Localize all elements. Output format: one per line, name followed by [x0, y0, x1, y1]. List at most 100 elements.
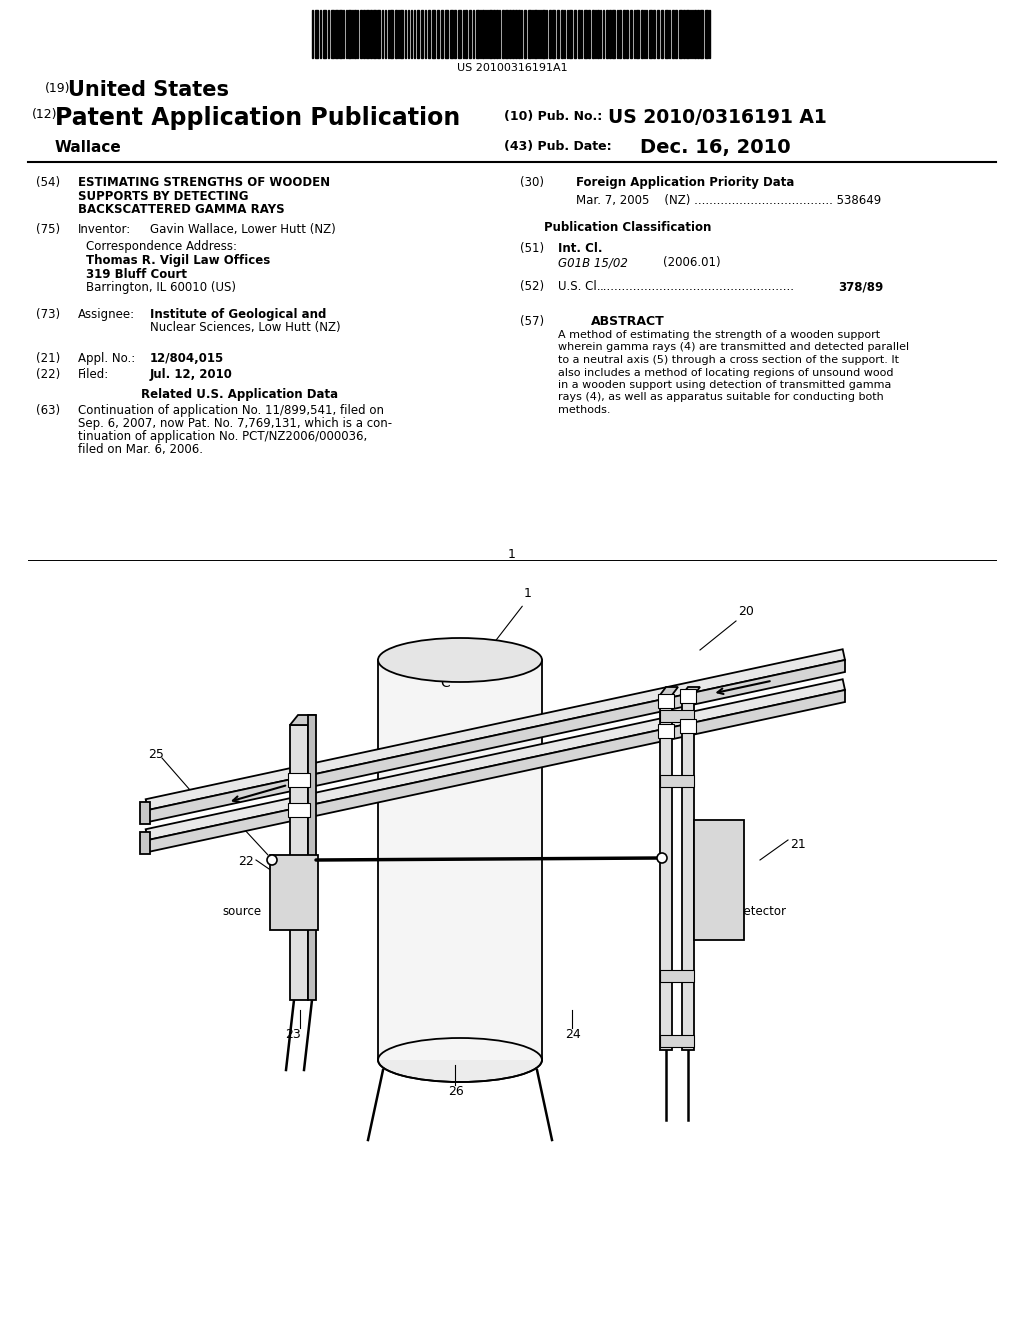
Text: also includes a method of locating regions of unsound wood: also includes a method of locating regio… — [558, 367, 894, 378]
Text: Mar. 7, 2005    (NZ) ..................................... 538649: Mar. 7, 2005 (NZ) ......................… — [575, 194, 882, 207]
Bar — [428, 11, 430, 58]
Bar — [288, 774, 310, 788]
Bar — [270, 855, 318, 931]
Bar — [366, 11, 369, 58]
Circle shape — [657, 853, 667, 863]
Text: 25: 25 — [148, 748, 164, 762]
Text: (57): (57) — [520, 315, 544, 327]
Text: Institute of Geological and: Institute of Geological and — [150, 308, 327, 321]
Text: Foreign Application Priority Data: Foreign Application Priority Data — [575, 176, 795, 189]
Text: (12): (12) — [32, 108, 57, 121]
Text: Barrington, IL 60010 (US): Barrington, IL 60010 (US) — [86, 281, 236, 294]
Text: 378/89: 378/89 — [838, 280, 884, 293]
Bar — [686, 11, 689, 58]
Bar — [493, 11, 495, 58]
Text: ....................................................: ........................................… — [600, 280, 795, 293]
Text: Wallace: Wallace — [55, 140, 122, 154]
Bar — [417, 11, 419, 58]
Bar — [290, 725, 308, 1001]
Bar — [662, 11, 663, 58]
Text: tinuation of application No. PCT/NZ2006/000036,: tinuation of application No. PCT/NZ2006/… — [78, 430, 368, 444]
Bar — [339, 11, 342, 58]
Bar — [561, 11, 563, 58]
Bar — [658, 694, 674, 708]
Bar — [597, 11, 599, 58]
Bar — [502, 11, 504, 58]
Text: Int. Cl.: Int. Cl. — [558, 242, 602, 255]
Text: United States: United States — [68, 81, 229, 100]
Bar — [400, 11, 403, 58]
Bar — [683, 11, 685, 58]
Bar — [700, 11, 703, 58]
Bar — [682, 696, 694, 1049]
Text: 1: 1 — [524, 587, 531, 601]
Bar — [694, 820, 744, 940]
Text: 24: 24 — [565, 1028, 581, 1041]
Text: (75): (75) — [36, 223, 60, 236]
Bar — [518, 11, 520, 58]
Text: 12/804,015: 12/804,015 — [150, 352, 224, 366]
Bar — [697, 11, 699, 58]
Polygon shape — [145, 680, 845, 840]
Bar — [421, 11, 423, 58]
Bar — [578, 11, 580, 58]
Bar — [445, 11, 449, 58]
Bar — [592, 11, 594, 58]
Bar — [649, 11, 652, 58]
Bar — [308, 715, 316, 1001]
Bar — [450, 11, 453, 58]
Text: Nuclear Sciences, Low Hutt (NZ): Nuclear Sciences, Low Hutt (NZ) — [150, 322, 341, 334]
Bar — [653, 11, 655, 58]
Bar — [370, 11, 372, 58]
Text: Correspondence Address:: Correspondence Address: — [86, 240, 237, 253]
Bar — [569, 11, 572, 58]
Text: Inventor:: Inventor: — [78, 223, 131, 236]
Text: in a wooden support using detection of transmitted gamma: in a wooden support using detection of t… — [558, 380, 891, 389]
Text: (2006.01): (2006.01) — [663, 256, 721, 269]
Text: Jul. 12, 2010: Jul. 12, 2010 — [150, 368, 232, 381]
Text: (63): (63) — [36, 404, 60, 417]
Text: Related U.S. Application Data: Related U.S. Application Data — [141, 388, 339, 401]
Bar — [660, 775, 694, 787]
Bar — [675, 11, 677, 58]
Bar — [552, 11, 555, 58]
Text: 26: 26 — [449, 1085, 464, 1098]
Circle shape — [267, 855, 278, 865]
Text: 1: 1 — [508, 548, 516, 561]
Bar — [476, 11, 479, 58]
Text: Filed:: Filed: — [78, 368, 110, 381]
Text: Dec. 16, 2010: Dec. 16, 2010 — [640, 139, 791, 157]
Bar — [705, 11, 708, 58]
Bar — [584, 11, 587, 58]
Polygon shape — [148, 660, 845, 822]
Bar — [672, 11, 674, 58]
Polygon shape — [682, 686, 700, 696]
Bar — [354, 11, 356, 58]
Text: (51): (51) — [520, 242, 544, 255]
Bar — [660, 970, 694, 982]
Text: SUPPORTS BY DETECTING: SUPPORTS BY DETECTING — [78, 190, 249, 202]
Bar — [534, 11, 537, 58]
Bar — [574, 11, 575, 58]
Text: (21): (21) — [36, 352, 60, 366]
Text: rays (4), as well as apparatus suitable for conducting both: rays (4), as well as apparatus suitable … — [558, 392, 884, 403]
Text: Assignee:: Assignee: — [78, 308, 135, 321]
Bar — [623, 11, 625, 58]
Text: to a neutral axis (5) through a cross section of the support. It: to a neutral axis (5) through a cross se… — [558, 355, 899, 366]
Text: Thomas R. Vigil Law Offices: Thomas R. Vigil Law Offices — [86, 253, 270, 267]
Ellipse shape — [378, 1038, 542, 1082]
Bar — [373, 11, 376, 58]
Text: 22: 22 — [238, 855, 254, 869]
Text: 319 Bluff Court: 319 Bluff Court — [86, 268, 187, 281]
Ellipse shape — [378, 638, 542, 682]
Bar — [335, 11, 338, 58]
Bar — [360, 11, 362, 58]
Text: US 2010/0316191 A1: US 2010/0316191 A1 — [608, 108, 826, 127]
Polygon shape — [145, 649, 845, 810]
Bar — [528, 11, 531, 58]
Text: source: source — [222, 906, 261, 917]
Text: (52): (52) — [520, 280, 544, 293]
Bar — [496, 11, 498, 58]
Bar — [636, 11, 639, 58]
Bar — [588, 11, 590, 58]
